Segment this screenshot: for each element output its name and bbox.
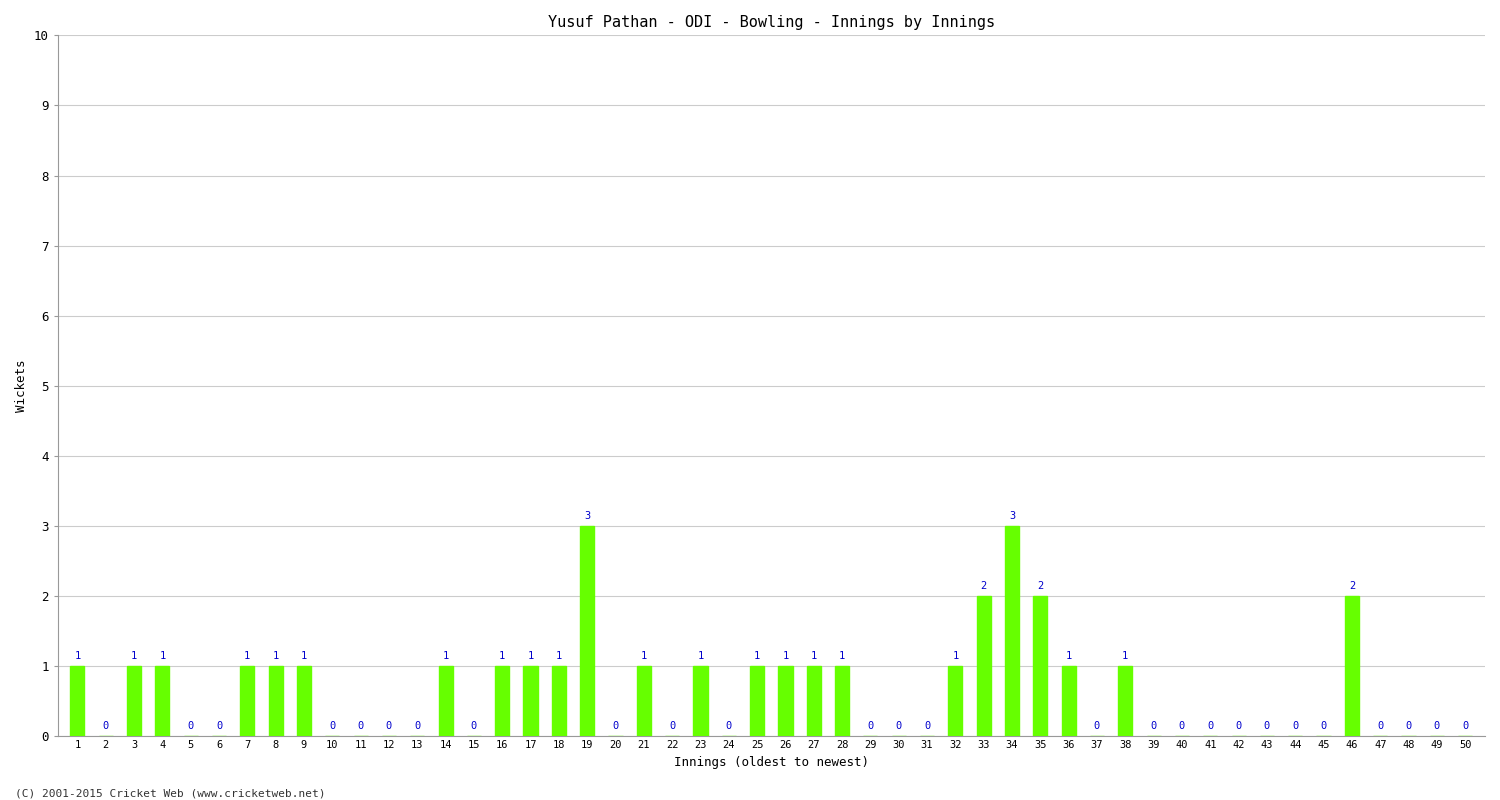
Text: 2: 2 xyxy=(1036,581,1044,591)
Y-axis label: Wickets: Wickets xyxy=(15,359,28,412)
Text: 1: 1 xyxy=(130,651,136,662)
Bar xyxy=(1034,596,1047,736)
Bar xyxy=(240,666,255,736)
X-axis label: Innings (oldest to newest): Innings (oldest to newest) xyxy=(674,756,868,769)
Text: 0: 0 xyxy=(1320,721,1326,730)
Text: 0: 0 xyxy=(1377,721,1383,730)
Text: 1: 1 xyxy=(244,651,250,662)
Text: 1: 1 xyxy=(1065,651,1072,662)
Bar xyxy=(524,666,537,736)
Text: 0: 0 xyxy=(1150,721,1156,730)
Text: 1: 1 xyxy=(159,651,165,662)
Text: 0: 0 xyxy=(357,721,364,730)
Text: (C) 2001-2015 Cricket Web (www.cricketweb.net): (C) 2001-2015 Cricket Web (www.cricketwe… xyxy=(15,788,326,798)
Text: 0: 0 xyxy=(1406,721,1411,730)
Text: 0: 0 xyxy=(188,721,194,730)
Text: 1: 1 xyxy=(500,651,506,662)
Text: 2: 2 xyxy=(1348,581,1354,591)
Bar xyxy=(552,666,566,736)
Text: 0: 0 xyxy=(924,721,930,730)
Bar xyxy=(128,666,141,736)
Text: 0: 0 xyxy=(1094,721,1100,730)
Text: 1: 1 xyxy=(754,651,760,662)
Text: 0: 0 xyxy=(414,721,420,730)
Text: 0: 0 xyxy=(1208,721,1214,730)
Text: 1: 1 xyxy=(528,651,534,662)
Bar xyxy=(1062,666,1076,736)
Text: 0: 0 xyxy=(216,721,222,730)
Text: 0: 0 xyxy=(1292,721,1299,730)
Text: 1: 1 xyxy=(75,651,81,662)
Text: 0: 0 xyxy=(102,721,110,730)
Title: Yusuf Pathan - ODI - Bowling - Innings by Innings: Yusuf Pathan - ODI - Bowling - Innings b… xyxy=(548,15,994,30)
Text: 3: 3 xyxy=(1010,511,1016,521)
Text: 0: 0 xyxy=(1462,721,1468,730)
Text: 0: 0 xyxy=(896,721,902,730)
Text: 1: 1 xyxy=(302,651,307,662)
Text: 0: 0 xyxy=(386,721,392,730)
Bar xyxy=(156,666,170,736)
Text: 0: 0 xyxy=(471,721,477,730)
Text: 0: 0 xyxy=(726,721,732,730)
Bar xyxy=(70,666,84,736)
Text: 0: 0 xyxy=(1179,721,1185,730)
Bar xyxy=(836,666,849,736)
Text: 0: 0 xyxy=(328,721,336,730)
Text: 1: 1 xyxy=(698,651,703,662)
Text: 1: 1 xyxy=(810,651,818,662)
Text: 0: 0 xyxy=(867,721,873,730)
Bar xyxy=(750,666,764,736)
Text: 3: 3 xyxy=(584,511,591,521)
Text: 1: 1 xyxy=(273,651,279,662)
Text: 1: 1 xyxy=(1122,651,1128,662)
Text: 0: 0 xyxy=(1434,721,1440,730)
Bar xyxy=(1005,526,1019,736)
Text: 1: 1 xyxy=(442,651,448,662)
Text: 0: 0 xyxy=(612,721,618,730)
Bar xyxy=(638,666,651,736)
Text: 0: 0 xyxy=(1264,721,1270,730)
Bar xyxy=(1118,666,1132,736)
Text: 0: 0 xyxy=(1236,721,1242,730)
Bar xyxy=(778,666,792,736)
Bar xyxy=(807,666,820,736)
Text: 1: 1 xyxy=(783,651,789,662)
Bar xyxy=(693,666,708,736)
Bar xyxy=(976,596,992,736)
Bar xyxy=(948,666,963,736)
Text: 1: 1 xyxy=(952,651,958,662)
Text: 2: 2 xyxy=(981,581,987,591)
Bar xyxy=(1346,596,1359,736)
Bar xyxy=(268,666,282,736)
Text: 1: 1 xyxy=(640,651,646,662)
Bar xyxy=(297,666,310,736)
Text: 0: 0 xyxy=(669,721,675,730)
Bar xyxy=(495,666,510,736)
Text: 1: 1 xyxy=(839,651,844,662)
Bar xyxy=(580,526,594,736)
Bar xyxy=(438,666,453,736)
Text: 1: 1 xyxy=(556,651,562,662)
